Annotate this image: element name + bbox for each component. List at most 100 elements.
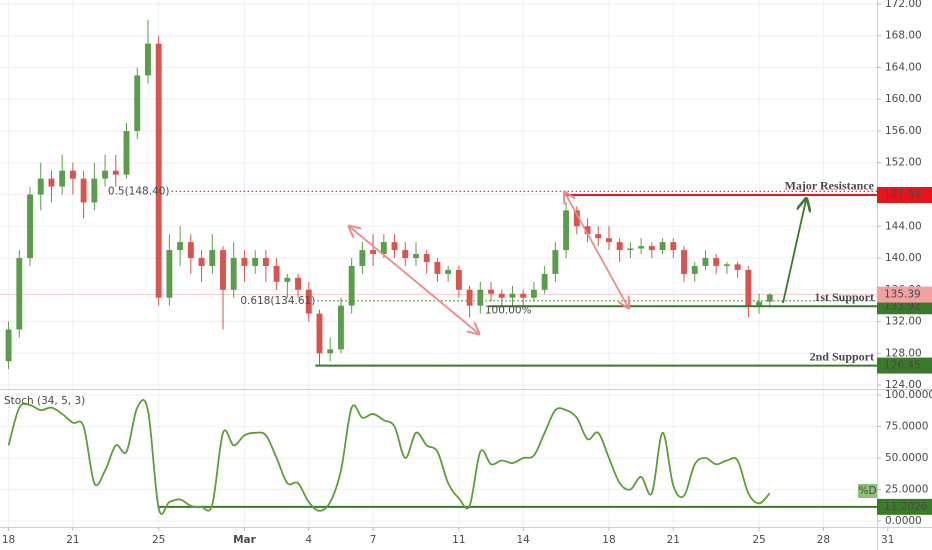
candle-body (413, 254, 419, 259)
level-name: 1st Support (814, 290, 874, 304)
y-tick-label: 128.00 (885, 347, 922, 359)
candle-body (177, 242, 184, 251)
level-value: 11.2026 (884, 501, 928, 513)
x-tick-label: 21 (66, 534, 79, 546)
candle-body (488, 289, 494, 294)
y-tick-label: 100.0000 (885, 389, 932, 401)
candle-body (123, 130, 130, 175)
candle-body (734, 264, 741, 270)
last-price-box (877, 286, 932, 303)
y-tick-label: 144.00 (885, 220, 922, 232)
marks (0, 19, 877, 515)
candle-body (241, 258, 248, 266)
candle-body (145, 43, 151, 76)
arrow (350, 227, 478, 333)
candle-body (16, 258, 23, 330)
candle-body (273, 265, 280, 282)
candle-body (713, 258, 720, 266)
candle-body (91, 178, 98, 203)
level-name: Major Resistance (785, 179, 875, 193)
candle-body (295, 277, 301, 290)
level-value-box (877, 498, 932, 515)
candle-body (262, 258, 269, 266)
candle-body (520, 293, 527, 298)
candle-body (756, 301, 763, 306)
candle-body (434, 261, 441, 274)
level-price: 126.45 (884, 360, 921, 372)
candle-body (691, 265, 698, 274)
fib-label: 0.5(148.40) (108, 185, 170, 197)
candle-body (530, 289, 537, 298)
candle-body (337, 305, 344, 350)
x-tick-label: 4 (305, 534, 312, 546)
candle-body (391, 242, 398, 251)
level-price-box (877, 186, 932, 203)
candle-body (37, 178, 44, 195)
candle-body (155, 43, 162, 298)
x-tick-label: 25 (752, 534, 765, 546)
last-price: 135.39 (884, 289, 921, 301)
candle-body (541, 273, 548, 290)
candle-body (702, 258, 709, 266)
pane-marks (7, 399, 877, 515)
candle-body (209, 250, 216, 266)
candle-body (477, 289, 484, 306)
legend-box (858, 484, 877, 498)
candle-body (723, 264, 730, 266)
annotation: 100.00% (485, 304, 532, 316)
candle-body (69, 170, 76, 179)
candle-body (5, 329, 12, 362)
candle-body (563, 210, 570, 251)
x-tick-label: 7 (370, 534, 377, 546)
fib-label: 0.618(134.61) (240, 295, 315, 307)
candle-body (359, 250, 366, 266)
candle-body (370, 250, 377, 255)
y-tick-label: 160.00 (885, 93, 922, 105)
y-tick-label: 75.0000 (885, 421, 928, 433)
candle-body (134, 75, 141, 131)
candle-body (638, 246, 645, 249)
candle-body (648, 246, 655, 251)
x-tick-label: 31 (881, 534, 894, 546)
x-tick-label: 28 (817, 534, 830, 546)
candle-body (402, 250, 409, 259)
candle-body (166, 250, 173, 298)
candle-body (327, 349, 334, 354)
y-tick-label: 0.0000 (885, 515, 922, 527)
candle-body (659, 242, 666, 251)
candle-body (670, 242, 677, 251)
candle-body (766, 294, 773, 302)
legend-label: %D (858, 485, 876, 497)
candle-body (455, 269, 462, 290)
candle-body (498, 293, 505, 298)
candle-body (48, 178, 55, 187)
pane-title: Stoch (34, 5, 3) (4, 395, 85, 407)
candle-body (627, 248, 634, 251)
candle-body (187, 242, 194, 259)
y-tick-label: 168.00 (885, 30, 922, 42)
candle-body (305, 289, 312, 314)
y-tick-label: 172.00 (885, 0, 922, 10)
y-tick-label: 50.0000 (885, 452, 928, 464)
x-tick-label: 18 (602, 534, 615, 546)
y-tick-label: 156.00 (885, 125, 922, 137)
candle-body (316, 313, 323, 354)
candle-body (102, 170, 109, 179)
candle-body (616, 242, 623, 251)
candle-body (198, 258, 205, 266)
x-tick-label: 18 (2, 534, 15, 546)
y-tick-label: 25.0000 (885, 483, 928, 495)
stoch-line (7, 399, 771, 515)
candle-body (595, 234, 602, 239)
level-name: 2nd Support (810, 349, 874, 363)
candle-body (681, 250, 687, 274)
candle-body (348, 265, 355, 306)
level-price: 133.92 (884, 300, 921, 312)
candle-body (606, 238, 612, 243)
x-tick-label: 11 (452, 534, 465, 546)
arrow (782, 200, 806, 304)
candle-body (220, 250, 226, 290)
candle-body (466, 289, 473, 306)
y-tick-label: 132.00 (885, 316, 922, 328)
